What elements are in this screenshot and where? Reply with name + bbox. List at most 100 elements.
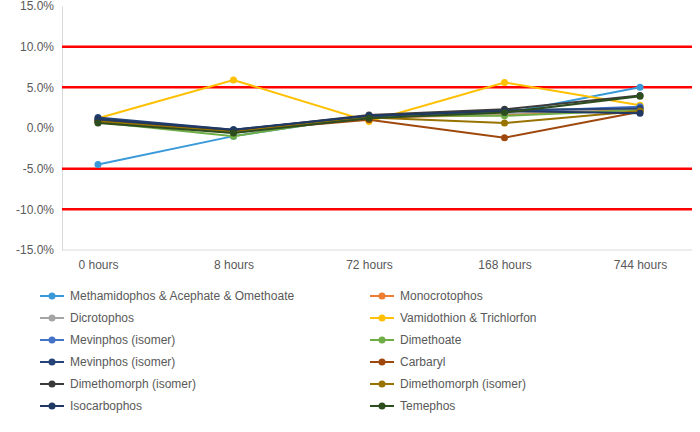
marker	[230, 129, 237, 136]
series-markers	[95, 107, 644, 140]
legend-marker	[49, 403, 56, 410]
y-tick: 10.0%	[20, 40, 62, 54]
marker	[501, 108, 508, 115]
y-tick-label: -15.0%	[16, 243, 54, 257]
chart: -15.0% -10.0% -5.0% 0.0% 5.0% 10.0% 15.0% 0 hou…	[0, 0, 700, 432]
series-markers	[95, 93, 644, 137]
x-axis: 0 hours 8 hours 72 hours 168 hours 744 hours	[62, 250, 692, 272]
x-axis-line	[62, 250, 692, 251]
legend-item: Carbaryl	[370, 355, 445, 369]
legend-item: Dimethoate	[370, 333, 462, 347]
marker	[637, 84, 644, 91]
marker	[637, 110, 644, 117]
y-tick: 0.0%	[27, 121, 62, 135]
legend-label: Isocarbophos	[70, 399, 142, 413]
series-line	[98, 110, 640, 136]
series-line	[98, 96, 640, 133]
legend-item: Dimethomorph (isomer)	[40, 377, 196, 391]
x-tick-label: 72 hours	[346, 258, 393, 272]
marker	[95, 161, 102, 168]
legend-label: Mevinphos (isomer)	[70, 355, 175, 369]
y-axis: -15.0% -10.0% -5.0% 0.0% 5.0% 10.0% 15.0%	[16, 0, 63, 257]
legend-item: Monocrotophos	[370, 289, 483, 303]
legend: Methamidophos & Acephate & Omethoate Mono…	[40, 289, 537, 413]
series-markers	[95, 104, 644, 136]
y-tick-label: -5.0%	[23, 162, 55, 176]
marker	[230, 77, 237, 84]
y-tick-label: 15.0%	[20, 0, 54, 13]
legend-label: Mevinphos (isomer)	[70, 333, 175, 347]
legend-label: Dicrotophos	[70, 311, 134, 325]
series-line	[98, 87, 640, 164]
legend-marker	[49, 315, 56, 322]
legend-item: Isocarbophos	[40, 399, 142, 413]
marker	[501, 109, 508, 116]
legend-marker	[379, 293, 386, 300]
x-tick-label: 744 hours	[614, 258, 667, 272]
marker	[501, 120, 508, 127]
legend-label: Vamidothion & Trichlorfon	[400, 311, 537, 325]
legend-marker	[49, 293, 56, 300]
x-tick-label: 0 hours	[78, 258, 118, 272]
legend-marker	[379, 381, 386, 388]
legend-label: Dimethomorph (isomer)	[400, 377, 526, 391]
reference-line	[62, 45, 692, 48]
x-tick: 0 hours	[78, 250, 118, 272]
y-tick: 15.0%	[20, 0, 62, 13]
y-tick: -15.0%	[16, 243, 62, 257]
marker	[637, 92, 644, 99]
series-line	[98, 111, 640, 130]
legend-item: Mevinphos (isomer)	[40, 333, 175, 347]
reference-line	[62, 167, 692, 170]
marker	[501, 79, 508, 86]
series-markers	[95, 106, 644, 136]
legend-item: Vamidothion & Trichlorfon	[370, 311, 537, 325]
legend-marker	[49, 337, 56, 344]
y-tick-label: -10.0%	[16, 203, 54, 217]
series-markers	[95, 92, 644, 134]
legend-item: Mevinphos (isomer)	[40, 355, 175, 369]
legend-label: Temephos	[400, 399, 455, 413]
marker	[637, 93, 644, 100]
legend-marker	[49, 359, 56, 366]
legend-marker	[379, 403, 386, 410]
series-line	[98, 80, 640, 121]
legend-label: Dimethoate	[400, 333, 462, 347]
legend-label: Carbaryl	[400, 355, 445, 369]
y-tick: -10.0%	[16, 203, 62, 217]
marker	[366, 115, 373, 122]
legend-label: Methamidophos & Acephate & Omethoate	[70, 289, 294, 303]
legend-label: Dimethomorph (isomer)	[70, 377, 196, 391]
marker	[230, 129, 237, 136]
y-axis-line	[62, 7, 63, 251]
x-tick: 168 hours	[478, 250, 531, 272]
x-tick: 72 hours	[346, 250, 393, 272]
legend-label: Monocrotophos	[400, 289, 483, 303]
reference-line	[62, 208, 692, 211]
legend-item: Dimethomorph (isomer)	[370, 377, 526, 391]
y-tick: -5.0%	[23, 162, 62, 176]
marker	[95, 120, 102, 127]
reference-line	[62, 86, 692, 89]
legend-item: Temephos	[370, 399, 455, 413]
y-tick: 5.0%	[27, 81, 62, 95]
marker	[501, 134, 508, 141]
legend-marker	[379, 315, 386, 322]
x-tick: 744 hours	[614, 250, 667, 272]
legend-marker	[379, 359, 386, 366]
y-tick-label: 5.0%	[27, 81, 55, 95]
y-tick-label: 10.0%	[20, 40, 54, 54]
legend-item: Dicrotophos	[40, 311, 134, 325]
x-tick: 8 hours	[214, 250, 254, 272]
series-markers	[95, 107, 644, 135]
series-line	[98, 95, 640, 130]
series-line	[98, 112, 640, 138]
series-markers	[95, 108, 644, 141]
y-tick-label: 0.0%	[27, 121, 55, 135]
legend-marker	[379, 337, 386, 344]
x-tick-label: 8 hours	[214, 258, 254, 272]
plot-area	[62, 47, 692, 210]
x-tick-label: 168 hours	[478, 258, 531, 272]
legend-marker	[49, 381, 56, 388]
legend-item: Methamidophos & Acephate & Omethoate	[40, 289, 294, 303]
